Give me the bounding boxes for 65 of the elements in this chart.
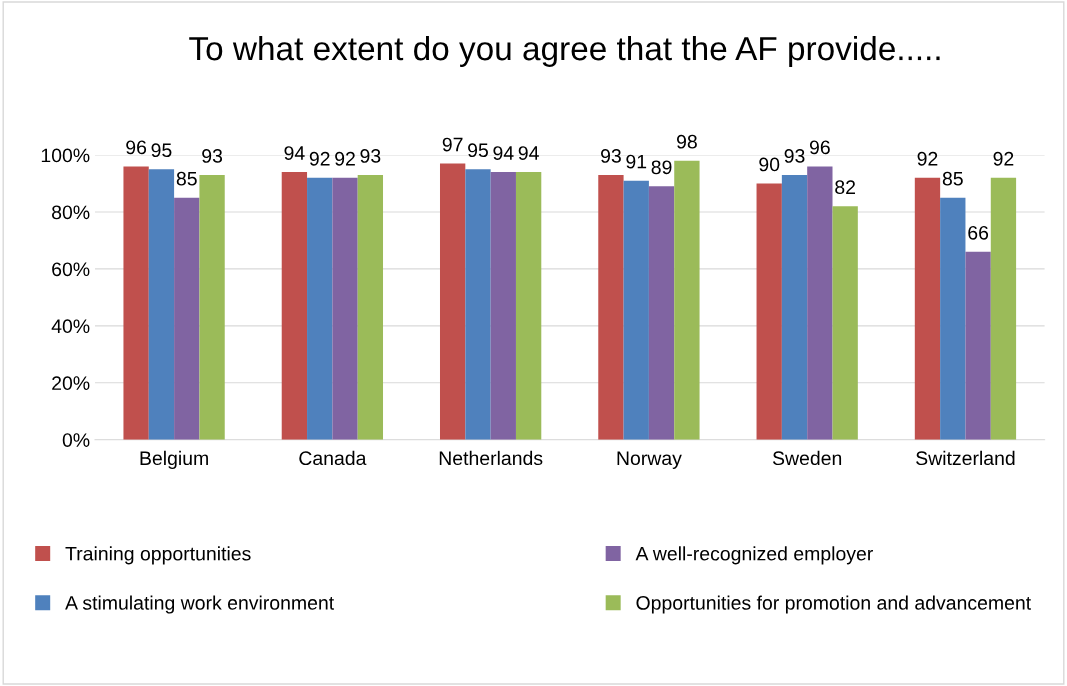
bar	[648, 186, 675, 440]
data-label: 91	[626, 154, 647, 169]
x-tick-label: Canada	[299, 450, 367, 466]
bar	[832, 206, 858, 440]
data-label: 93	[202, 149, 223, 163]
bar	[781, 174, 808, 440]
data-label: 94	[518, 146, 539, 160]
legend-label: Training opportunities	[65, 546, 251, 565]
data-label: 93	[784, 149, 805, 163]
data-label: 96	[809, 140, 830, 155]
bar	[281, 172, 308, 440]
data-label: 93	[360, 149, 381, 163]
bar	[598, 174, 624, 440]
bar	[199, 174, 225, 440]
bar	[490, 172, 516, 440]
legend-label: A stimulating work environment	[65, 595, 335, 614]
data-label: 90	[759, 157, 780, 172]
legend-label: Opportunities for promotion and advancement	[636, 595, 1031, 614]
data-label: 95	[468, 143, 488, 158]
bar	[307, 177, 333, 440]
bar	[623, 180, 649, 440]
data-label: 85	[176, 171, 197, 186]
bar	[940, 197, 966, 440]
x-tick-label: Belgium	[140, 450, 208, 469]
x-tick-label: Switzerland	[916, 450, 1015, 466]
bar	[990, 177, 1017, 440]
data-label: 97	[442, 137, 463, 152]
data-label: 98	[677, 134, 697, 149]
chart-title: To what extent do you agree that the AF provide.....	[189, 35, 940, 67]
bar	[807, 166, 833, 440]
data-label: 82	[835, 180, 856, 195]
bar	[332, 177, 358, 440]
bar	[440, 163, 466, 440]
data-label: 92	[335, 151, 355, 166]
bar	[965, 251, 991, 440]
y-tick-label: 80%	[52, 205, 90, 220]
bar	[756, 183, 782, 440]
data-label: 92	[993, 151, 1014, 166]
data-label: 94	[284, 146, 305, 160]
data-label: 96	[126, 140, 147, 155]
y-tick-label: 20%	[52, 376, 90, 391]
x-tick-label: Sweden	[772, 450, 842, 466]
bar	[174, 197, 200, 440]
bar	[123, 166, 149, 440]
bar	[674, 160, 700, 440]
data-label: 95	[151, 143, 172, 158]
y-tick-label: 0%	[62, 433, 90, 447]
bar	[148, 169, 175, 440]
data-label: 92	[917, 151, 938, 166]
data-label: 93	[601, 149, 621, 163]
bar	[914, 177, 941, 440]
bar	[357, 174, 384, 440]
legend-label: A well-recognized employer	[635, 546, 873, 565]
data-label: 89	[651, 160, 672, 175]
data-label: 85	[942, 171, 963, 186]
y-tick-label: 100%	[41, 148, 90, 163]
bar	[465, 169, 491, 440]
data-label: 92	[309, 151, 330, 166]
x-tick-label: Netherlands	[439, 450, 543, 466]
y-tick-label: 60%	[52, 262, 90, 277]
x-tick-label: Norway	[617, 451, 682, 469]
y-tick-label: 40%	[51, 319, 90, 334]
bar	[515, 172, 542, 440]
data-label: 66	[968, 225, 989, 240]
data-label: 94	[493, 146, 514, 160]
